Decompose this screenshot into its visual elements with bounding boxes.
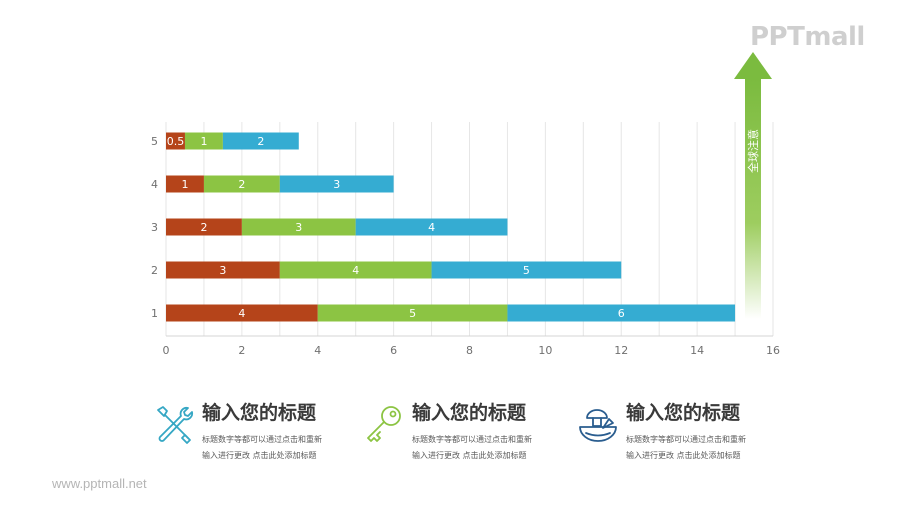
- y-axis-labels: 1 2 3 4 5: [151, 135, 158, 320]
- x-tick-label: 16: [766, 344, 780, 357]
- bar-data-label: 1: [200, 135, 207, 148]
- bar-segment: [241, 218, 356, 236]
- feature-card-3: 输入您的标题 标题数字等都可以通过点击和重新 输入进行更改 点击此处添加标题: [576, 396, 776, 476]
- bar-data-label: 3: [333, 178, 340, 191]
- bar-segment: [166, 132, 185, 150]
- x-tick-label: 0: [163, 344, 170, 357]
- card-title: 输入您的标题: [202, 402, 317, 424]
- mushroom-bowl-icon: [576, 402, 620, 446]
- feature-card-1: 输入您的标题 标题数字等都可以通过点击和重新 输入进行更改 点击此处添加标题: [152, 396, 352, 476]
- bar-data-label: 2: [200, 221, 207, 234]
- brand-logo: PPTmall: [750, 22, 865, 52]
- bar-segment: [166, 175, 204, 193]
- bar-data-label: 3: [295, 221, 302, 234]
- card-title: 输入您的标题: [412, 402, 527, 424]
- x-tick-label: 14: [690, 344, 704, 357]
- bar-segment: [279, 175, 394, 193]
- bar-data-label: 4: [238, 307, 245, 320]
- bar-data-label: 0.5: [167, 135, 185, 148]
- card-description: 标题数字等都可以通过点击和重新 输入进行更改 点击此处添加标题: [202, 435, 322, 460]
- x-tick-label: 8: [466, 344, 473, 357]
- bar-segment: [166, 304, 318, 322]
- feature-cards: 输入您的标题 标题数字等都可以通过点击和重新 输入进行更改 点击此处添加标题 输…: [0, 396, 900, 476]
- bar-segment: [166, 261, 280, 279]
- key-icon: [362, 402, 406, 446]
- bar-data-label: 4: [352, 264, 359, 277]
- arrow-shaft: [745, 79, 761, 319]
- arrow-label: 全球注意: [746, 129, 760, 173]
- x-tick-label: 4: [314, 344, 321, 357]
- card-title: 输入您的标题: [626, 402, 741, 424]
- card-description: 标题数字等都可以通过点击和重新 输入进行更改 点击此处添加标题: [412, 435, 532, 460]
- bar-data-label: 3: [219, 264, 226, 277]
- bar-segment: [507, 304, 736, 322]
- bar-data-label: 1: [181, 178, 188, 191]
- x-tick-label: 6: [390, 344, 397, 357]
- bar-segment: [431, 261, 622, 279]
- x-axis-labels: 0 2 4 6 8 10 12 14 16: [163, 344, 781, 357]
- bar-segment: [184, 132, 223, 150]
- y-tick-label: 4: [151, 178, 158, 191]
- bar-data-label: 4: [428, 221, 435, 234]
- y-tick-label: 2: [151, 264, 158, 277]
- y-tick-label: 3: [151, 221, 158, 234]
- growth-arrow: 全球注意: [734, 52, 772, 319]
- bar-segment: [203, 175, 280, 193]
- bar-data-label: 2: [238, 178, 245, 191]
- tools-icon: [152, 402, 196, 446]
- bar-segment: [317, 304, 508, 322]
- bar-data-label: 5: [409, 307, 416, 320]
- feature-card-2: 输入您的标题 标题数字等都可以通过点击和重新 输入进行更改 点击此处添加标题: [362, 396, 562, 476]
- footer-url: www.pptmall.net: [52, 476, 147, 491]
- y-tick-label: 5: [151, 135, 158, 148]
- y-tick-label: 1: [151, 307, 158, 320]
- x-tick-label: 10: [538, 344, 552, 357]
- bar-segment: [222, 132, 299, 150]
- x-tick-label: 2: [238, 344, 245, 357]
- bar-data-label: 5: [523, 264, 530, 277]
- x-tick-label: 12: [614, 344, 628, 357]
- bar-segment: [166, 218, 242, 236]
- arrow-head: [734, 52, 772, 79]
- card-description: 标题数字等都可以通过点击和重新 输入进行更改 点击此处添加标题: [626, 435, 746, 460]
- bar-segment: [279, 261, 432, 279]
- bar-segment: [355, 218, 508, 236]
- bars: 4 5 6 3 4 5 2 3 4 1 2 3 0.5 1 2: [166, 132, 736, 322]
- bar-data-label: 6: [618, 307, 625, 320]
- bar-data-label: 2: [257, 135, 264, 148]
